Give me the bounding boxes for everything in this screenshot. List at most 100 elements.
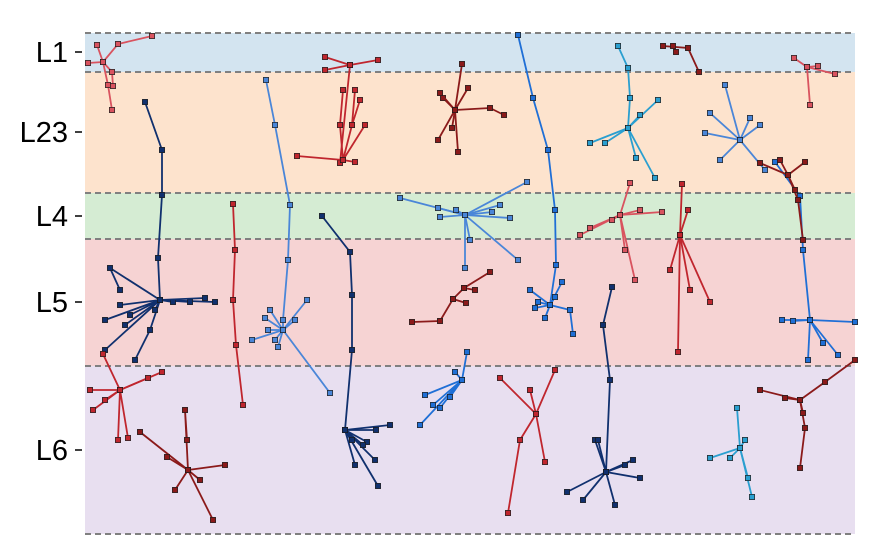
neuron-node (852, 357, 858, 363)
neuron-node (397, 195, 403, 201)
neurite-branch (517, 34, 557, 306)
neuron-node (182, 407, 188, 413)
neuron-node (373, 427, 379, 433)
neurite-branch (566, 471, 607, 493)
neurite-branch (535, 369, 556, 415)
neuron-node (737, 137, 743, 143)
neurite-branch (424, 379, 463, 396)
neuron-25 (137, 407, 228, 523)
neuron-node (375, 483, 381, 489)
neuron-node (372, 457, 378, 463)
neurite-branch (102, 353, 121, 391)
neuron-12 (515, 32, 576, 337)
neurite-branch (342, 124, 366, 161)
neuron-node (202, 295, 208, 301)
neuron-node (745, 475, 751, 481)
neuron-node (184, 437, 190, 443)
neuron-node (422, 392, 428, 398)
neurite-branch (619, 211, 663, 216)
neuron-node (822, 379, 828, 385)
neuron-node (734, 405, 740, 411)
neuron-node (164, 454, 170, 460)
neuron-node (602, 140, 608, 146)
neuron-node (467, 237, 473, 243)
neurite-branch (627, 127, 656, 179)
neuron-node (800, 410, 806, 416)
neuron-node (172, 487, 178, 493)
neuron-node (722, 82, 728, 88)
neurite-branch (269, 309, 284, 331)
neurite-branch (736, 407, 741, 449)
neuron-node (852, 319, 858, 325)
neuron-node (417, 422, 423, 428)
label-l1: L1 (36, 37, 68, 69)
neuron-node (362, 122, 368, 128)
neurite-branch (124, 299, 161, 326)
neuron-7 (230, 201, 246, 408)
neurite-branch (282, 299, 308, 331)
neurite-branch (619, 214, 626, 251)
neuron-node (702, 130, 708, 136)
axis-ticks (75, 51, 82, 451)
axis-labels: L1 L23 L4 L5 L6 (20, 37, 68, 467)
neuron-node (115, 437, 121, 443)
neuron-node (807, 102, 813, 108)
neuron-node (349, 437, 355, 443)
neuron-node (109, 69, 115, 75)
neurite-branch (669, 234, 681, 271)
neuron-node (232, 247, 238, 253)
neuron-node (782, 395, 788, 401)
neuron-node (505, 510, 511, 516)
neuron-node (552, 207, 558, 213)
neurite-branch (809, 319, 856, 323)
neuron-node (625, 65, 631, 71)
neuron-24 (87, 351, 165, 443)
neurite-branch (119, 299, 161, 306)
neurite-branch (454, 87, 469, 111)
neuron-node (337, 122, 343, 128)
neurite-branch (464, 214, 519, 261)
neuron-node (567, 307, 573, 313)
neuron-node (430, 402, 436, 408)
neurite-branch (602, 286, 613, 473)
neuron-node (749, 494, 755, 500)
neuron-node (267, 307, 273, 313)
neuron-node (622, 247, 628, 253)
neuron-node (122, 322, 128, 328)
neuron-node (652, 175, 658, 181)
neuron-node (637, 207, 643, 213)
neurite-branch (104, 299, 161, 351)
neuron-node (545, 147, 551, 153)
neuron-node (275, 344, 281, 350)
neuron-node (155, 255, 161, 261)
neuron-node (790, 318, 796, 324)
neuron-node (465, 85, 471, 91)
neuron-node (609, 284, 615, 290)
neuron-node (802, 425, 808, 431)
neuron-node (802, 159, 808, 165)
neuron-node (727, 455, 733, 461)
neuron-node (375, 57, 381, 63)
neuron-node (559, 279, 565, 285)
neuron-node (757, 160, 763, 166)
neuron-node (603, 469, 609, 475)
neurite-branch (451, 109, 456, 129)
neuron-node (530, 95, 536, 101)
neuron-node (742, 437, 748, 443)
neuron-node (222, 462, 228, 468)
neuron-node (462, 265, 468, 271)
neurite-branch (454, 63, 463, 111)
neuron-node (352, 159, 358, 165)
neuron-node (497, 375, 503, 381)
neuron-node (349, 347, 355, 353)
neuron-node (820, 340, 826, 346)
neuron-node (340, 87, 346, 93)
neuron-3 (435, 61, 507, 155)
neuron-node (347, 62, 353, 68)
neuron-5 (791, 55, 838, 108)
neuron-node (263, 77, 269, 83)
neurite-branch (582, 471, 607, 501)
neuron-node (450, 296, 456, 302)
neurite-branch (296, 155, 344, 161)
neurite-branch (264, 317, 284, 331)
